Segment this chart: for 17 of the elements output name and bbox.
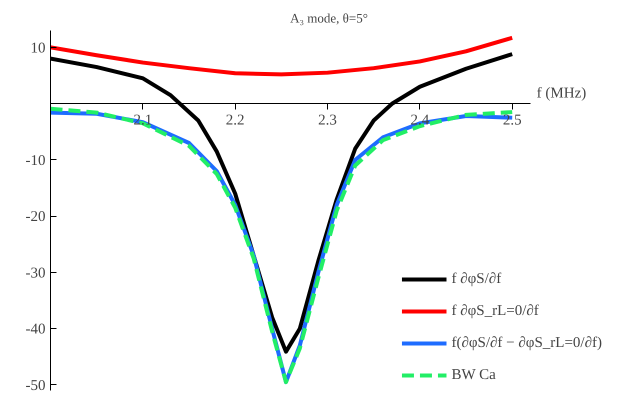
y-tick-label: 10 (30, 40, 46, 56)
legend-label: f ∂φS/∂f (451, 270, 502, 288)
x-axis-title: f (MHz) (536, 86, 586, 102)
legend-label: f(∂φS/∂f − ∂φS_rL=0/∂f) (451, 334, 602, 352)
y-tick-label: -30 (26, 265, 46, 282)
x-tick-label: 2.3 (318, 112, 337, 129)
x-tick-label: 2.5 (502, 112, 522, 129)
x-tick-label: 2.1 (133, 112, 152, 129)
legend-label: BW Ca (451, 366, 496, 384)
line-series (50, 36, 514, 76)
y-tick-label: -10 (26, 152, 46, 169)
x-tick-label: 2.2 (226, 112, 245, 129)
legend-label: f ∂φS_rL=0/∂f (451, 302, 539, 320)
y-tick-label: -50 (26, 378, 46, 394)
y-tick-label: -40 (26, 322, 46, 338)
y-tick-label: -20 (26, 209, 46, 226)
chart-title: A₃ mode, θ=5° (290, 10, 368, 26)
